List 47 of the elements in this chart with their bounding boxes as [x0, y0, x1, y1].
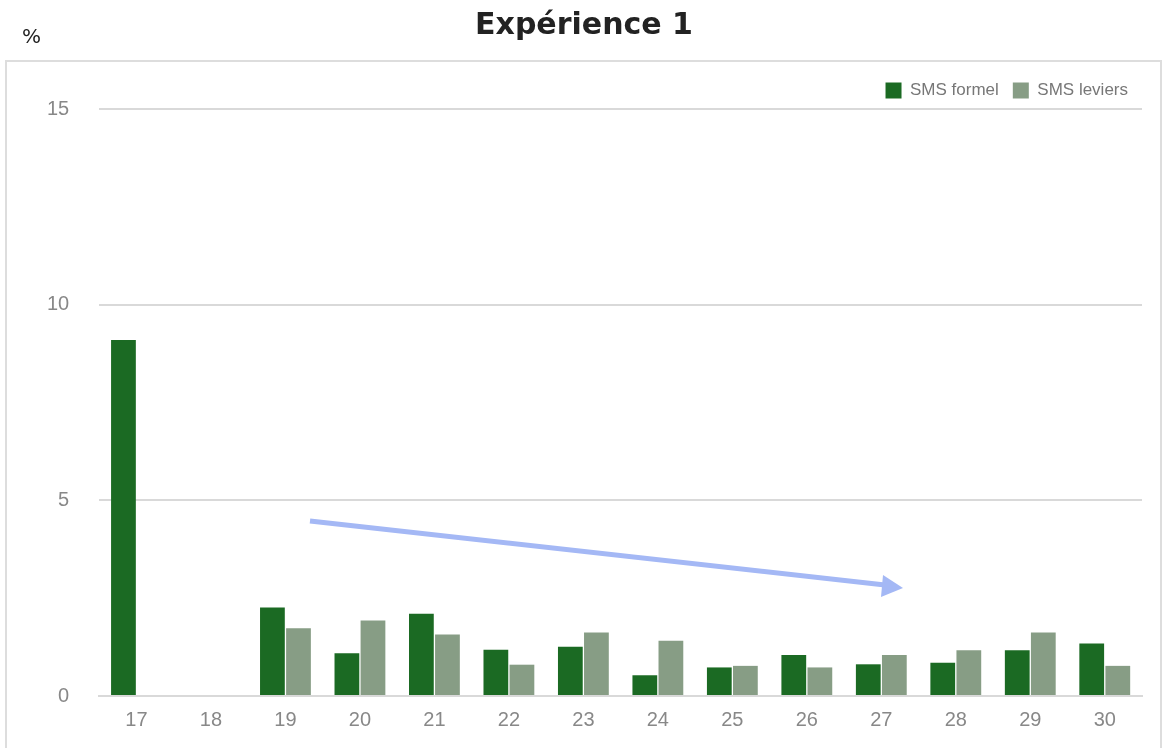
- bar: [584, 632, 609, 695]
- bar: [260, 607, 285, 695]
- x-tick-label: 27: [870, 707, 893, 730]
- bar: [483, 649, 509, 695]
- bar: [658, 640, 684, 695]
- bar: [930, 662, 956, 695]
- y-tick-label: 5: [58, 487, 70, 510]
- bar: [557, 646, 583, 695]
- y-tick-label: 15: [47, 96, 70, 119]
- y-axis-title: %: [22, 24, 42, 48]
- x-tick-label: 17: [125, 707, 148, 730]
- bar: [111, 339, 136, 695]
- bar: [632, 675, 658, 695]
- x-tick-label: 22: [497, 707, 521, 730]
- bar: [435, 634, 460, 695]
- bar: [409, 613, 434, 695]
- x-tick-label: 21: [423, 707, 446, 730]
- bar: [1004, 650, 1030, 695]
- bar: [781, 654, 807, 695]
- x-tick-label: 25: [721, 707, 744, 730]
- bar: [881, 654, 907, 695]
- x-tick-label: 18: [199, 707, 223, 730]
- x-tick-label: 23: [572, 707, 595, 730]
- x-tick-label: 19: [274, 707, 297, 730]
- x-tick-label: 24: [646, 707, 669, 730]
- bar: [855, 664, 881, 695]
- bar: [1030, 632, 1056, 695]
- x-tick-label: 28: [944, 707, 967, 730]
- bar: [1079, 643, 1105, 695]
- x-tick-label: 29: [1019, 707, 1042, 730]
- y-tick-label: 10: [47, 292, 70, 315]
- x-tick-label: 26: [795, 707, 818, 730]
- bar: [956, 650, 982, 695]
- bar: [807, 667, 833, 695]
- legend-label: SMS leviers: [1037, 80, 1128, 100]
- x-tick-label: 20: [348, 707, 372, 730]
- bar: [286, 628, 311, 695]
- y-tick-label: 0: [58, 683, 70, 706]
- bar: [509, 664, 535, 695]
- chart-title: Expérience 1: [475, 6, 693, 41]
- bar: [334, 653, 360, 695]
- bar: [360, 620, 386, 695]
- bar: [733, 665, 758, 695]
- x-tick-label: 30: [1093, 707, 1116, 730]
- bar: [706, 667, 732, 695]
- bar: [1105, 665, 1131, 695]
- legend-label: SMS formel: [910, 80, 999, 100]
